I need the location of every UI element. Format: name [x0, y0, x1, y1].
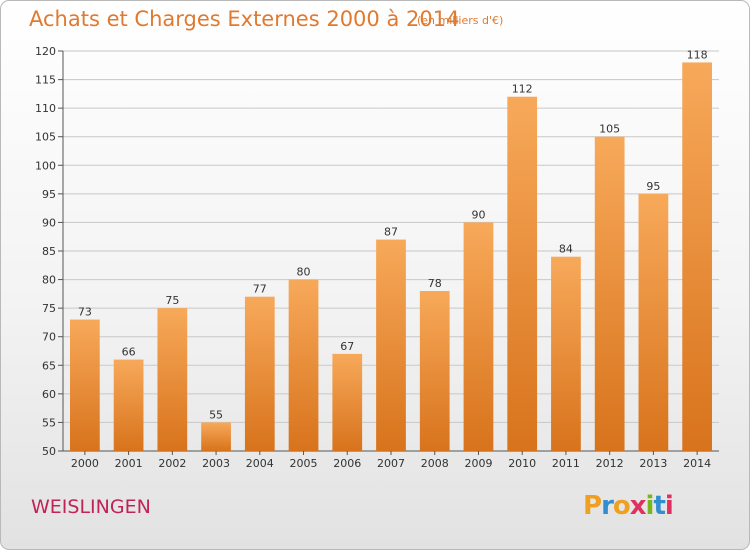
y-tick-label: 60	[42, 388, 56, 401]
y-tick-label: 70	[42, 331, 56, 344]
y-tick-label: 75	[42, 302, 56, 315]
data-label-2011: 84	[559, 243, 573, 256]
data-label-2013: 95	[646, 180, 660, 193]
logo-letter: i	[664, 491, 674, 521]
bar-2009	[463, 222, 494, 451]
data-label-2008: 78	[428, 277, 442, 290]
bar-2000	[69, 319, 100, 451]
x-tick-label-2014: 2014	[683, 457, 711, 470]
bar-2007	[376, 239, 406, 451]
y-tick-label: 120	[35, 45, 56, 58]
data-label-2012: 105	[599, 123, 620, 136]
y-tick-label: 55	[42, 416, 56, 429]
logo-letter: i	[645, 491, 655, 521]
logo-letter: t	[653, 491, 665, 521]
x-tick-label-2005: 2005	[290, 457, 318, 470]
logo-letter: o	[612, 491, 631, 521]
data-label-2007: 87	[384, 226, 398, 239]
bar-2002	[157, 308, 188, 451]
x-tick-label-2007: 2007	[377, 457, 405, 470]
x-tick-label-2008: 2008	[421, 457, 449, 470]
x-tick-label-2006: 2006	[333, 457, 361, 470]
x-tick-label-2002: 2002	[158, 457, 186, 470]
data-labels: 73 66 75 55 77 80 67 87 78 90 112 84 105 95 118	[78, 48, 708, 421]
bar-2012	[594, 136, 625, 451]
data-label-2002: 75	[165, 294, 179, 307]
y-tick-label: 95	[42, 188, 56, 201]
x-tick-label-2000: 2000	[71, 457, 99, 470]
data-label-2010: 112	[512, 83, 533, 96]
proxiti-logo[interactable]: Proxiti	[583, 491, 674, 521]
x-tick-label-2012: 2012	[596, 457, 624, 470]
chart-subtitle: (en milliers d'€)	[417, 14, 504, 27]
y-tick-label: 110	[35, 102, 56, 115]
bar-2011	[551, 256, 581, 451]
bars	[69, 62, 713, 452]
x-tick-label-2013: 2013	[639, 457, 667, 470]
data-label-2005: 80	[297, 266, 311, 279]
y-tick-label: 50	[42, 445, 56, 458]
bar-2014	[682, 62, 713, 452]
data-label-2001: 66	[122, 346, 136, 359]
y-tick-label: 115	[35, 74, 56, 87]
y-tick-label: 80	[42, 274, 56, 287]
bar-2006	[332, 353, 363, 451]
town-name: WEISLINGEN	[31, 496, 151, 518]
data-label-2014: 118	[687, 48, 708, 61]
data-label-2003: 55	[209, 408, 223, 421]
logo-letter: P	[583, 491, 602, 521]
y-tick-label: 65	[42, 359, 56, 372]
bar-2013	[638, 193, 669, 451]
logo-letter: x	[629, 491, 647, 521]
y-tick-label: 100	[35, 159, 56, 172]
x-tick-label-2001: 2001	[115, 457, 143, 470]
bar-2008	[419, 291, 450, 451]
x-tick-label-2003: 2003	[202, 457, 230, 470]
bar-2003	[201, 422, 231, 451]
bar-2010	[507, 96, 538, 451]
bar-2001	[113, 359, 144, 451]
y-tick-label: 90	[42, 216, 56, 229]
logo-letter: r	[601, 491, 614, 521]
bar-2004	[244, 296, 275, 451]
y-tick-label: 105	[35, 131, 56, 144]
chart-title: Achats et Charges Externes 2000 à 2014	[29, 7, 460, 31]
y-tick-label: 85	[42, 245, 56, 258]
x-tick-label-2009: 2009	[464, 457, 492, 470]
bar-2005	[288, 279, 319, 451]
x-tick-label-2010: 2010	[508, 457, 536, 470]
data-label-2004: 77	[253, 283, 267, 296]
x-tick-label-2004: 2004	[246, 457, 274, 470]
data-label-2006: 67	[340, 340, 354, 353]
data-label-2009: 90	[471, 208, 485, 221]
x-tick-label-2011: 2011	[552, 457, 580, 470]
data-label-2000: 73	[78, 306, 92, 319]
